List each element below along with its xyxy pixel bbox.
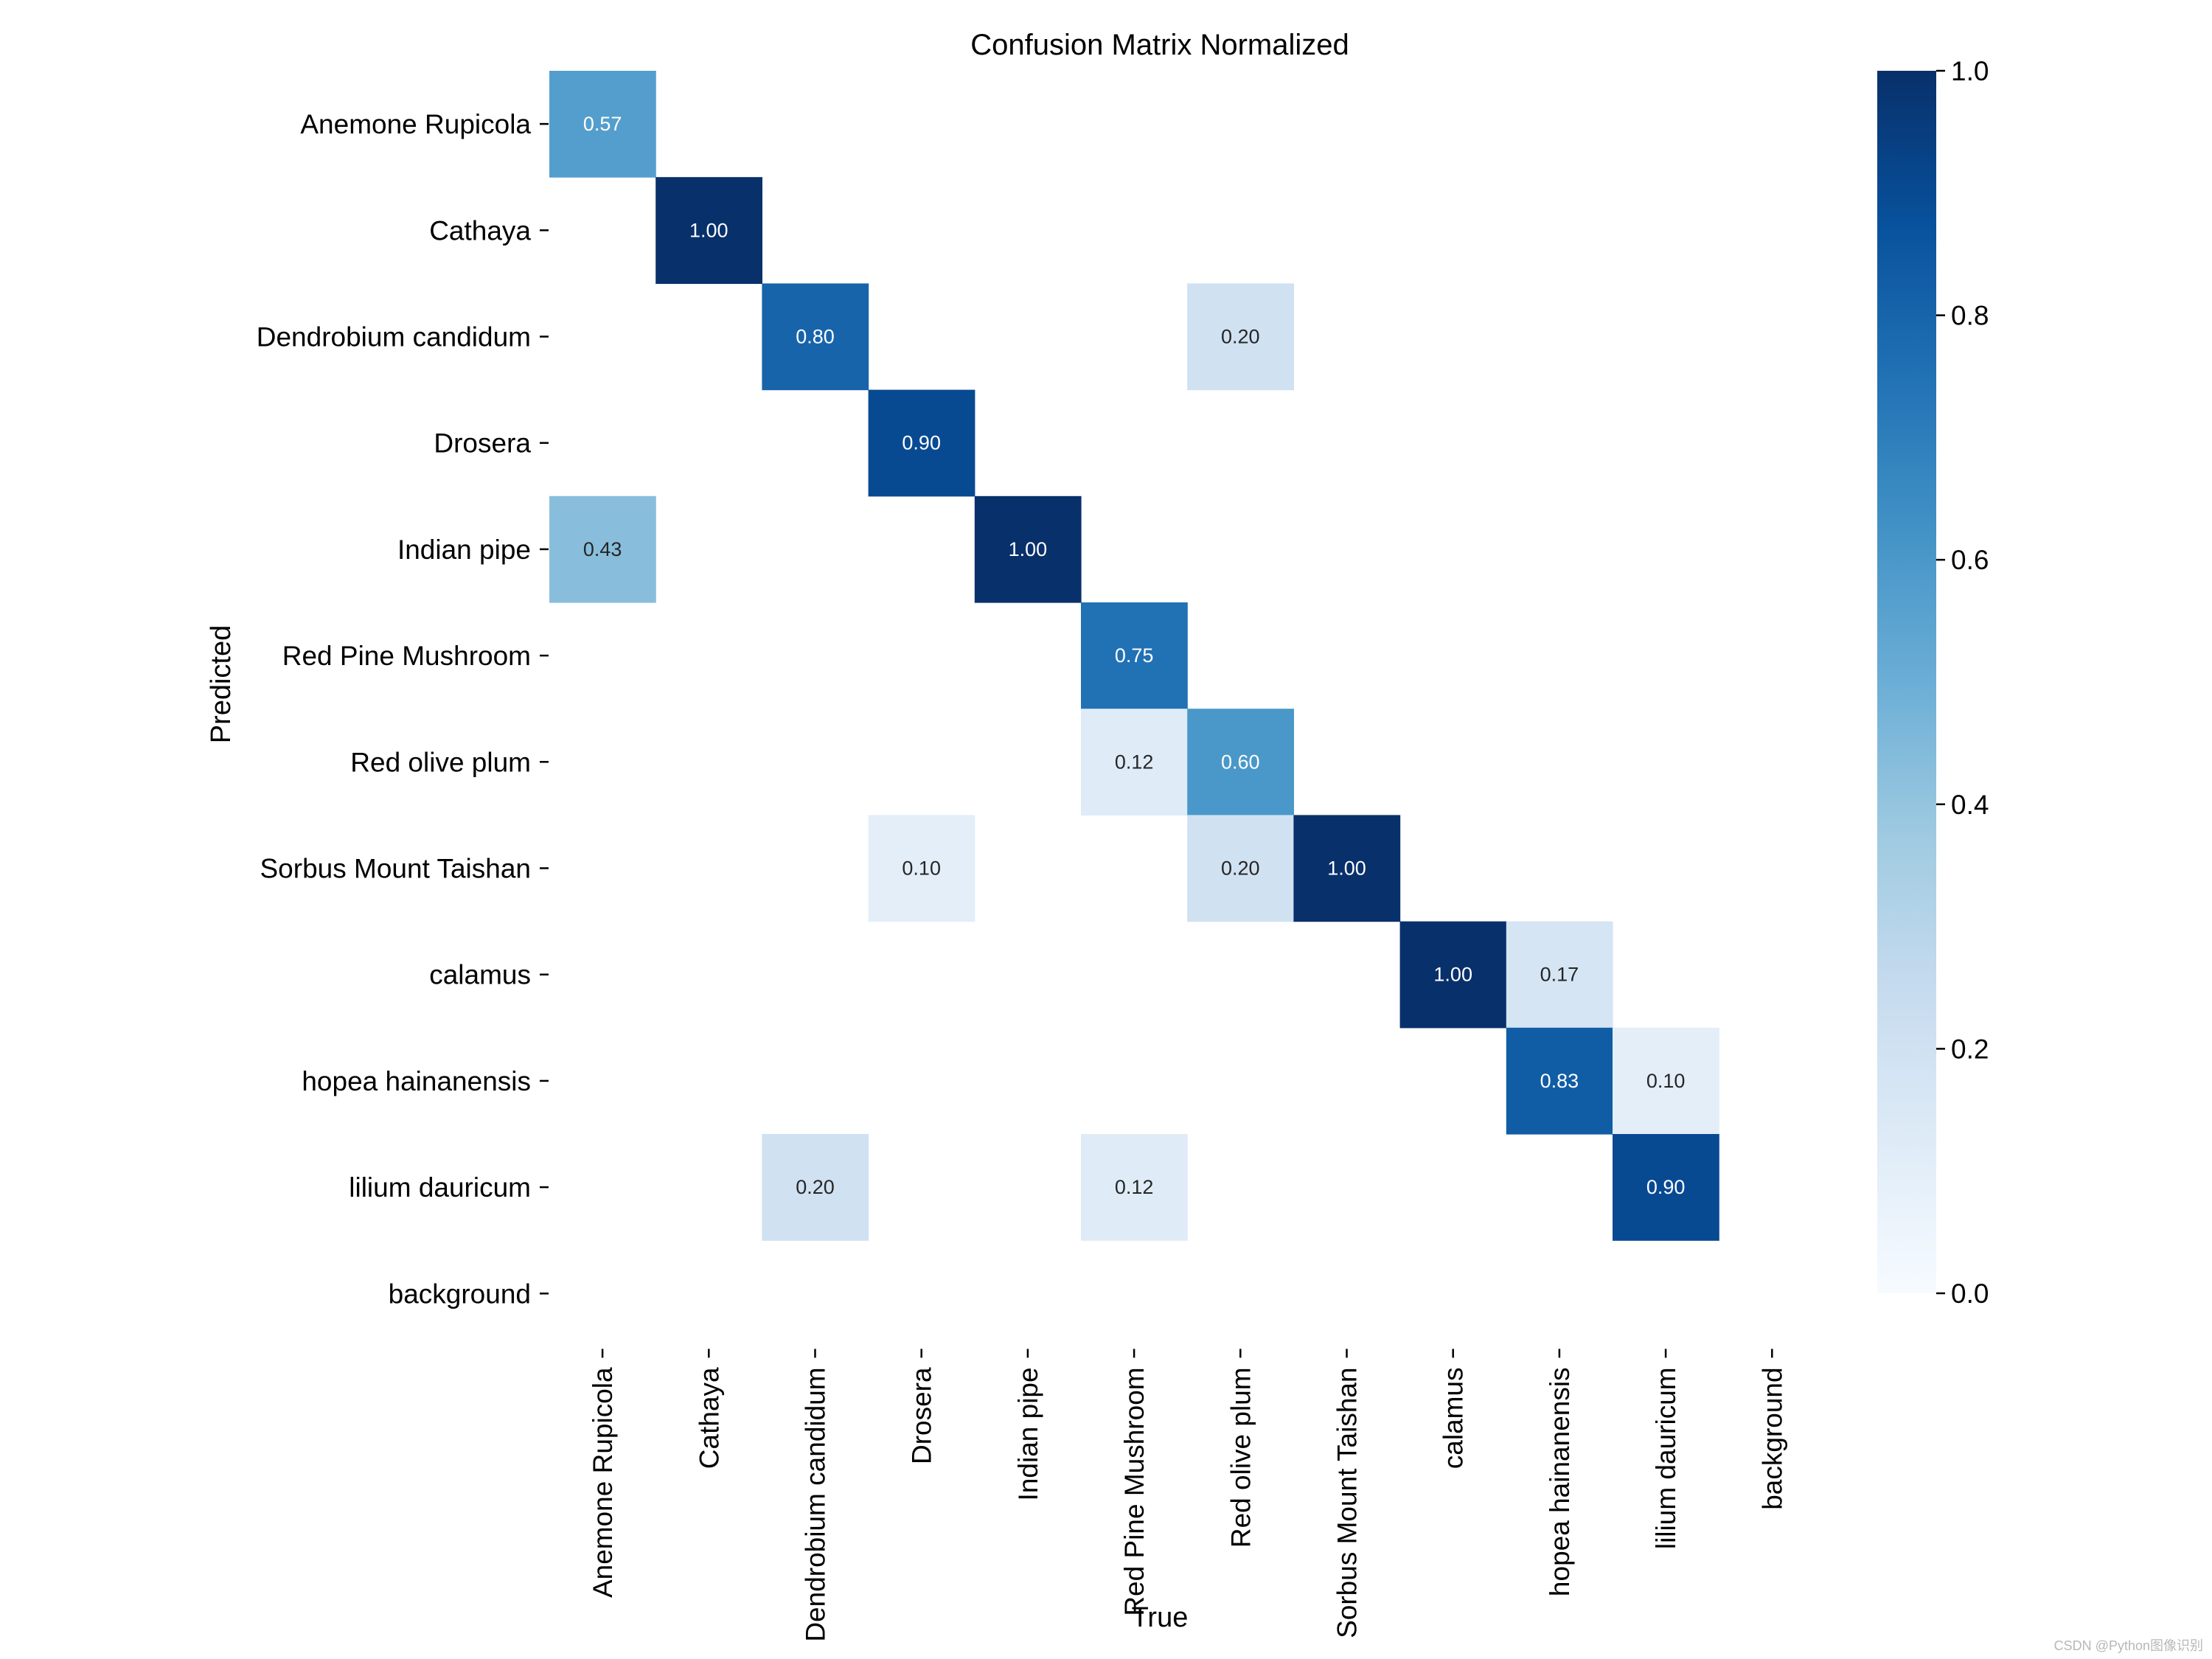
heatmap-cell bbox=[655, 177, 762, 284]
cell-value-label: 0.90 bbox=[1646, 1176, 1686, 1198]
colorbar-tick-label: 0.2 bbox=[1951, 1034, 1989, 1064]
x-tick-cathaya: Cathaya bbox=[694, 1367, 724, 1469]
x-tick-indian-pipe: Indian pipe bbox=[1013, 1367, 1043, 1500]
y-tick-red-olive-plum: Red olive plum bbox=[350, 747, 531, 777]
cell-value-label: 1.00 bbox=[689, 219, 728, 241]
heatmap-cell bbox=[1506, 1027, 1613, 1135]
cell-value-label: 1.00 bbox=[1009, 538, 1048, 560]
cell-value-label: 0.43 bbox=[583, 538, 622, 560]
cell-value-label: 0.57 bbox=[583, 113, 622, 135]
cell-value-label: 0.20 bbox=[1221, 326, 1260, 348]
heatmap-cell bbox=[868, 815, 975, 922]
cell-value-label: 0.90 bbox=[902, 432, 941, 454]
x-tick-sorbus-mount-taishan: Sorbus Mount Taishan bbox=[1332, 1367, 1363, 1638]
chart-title: Confusion Matrix Normalized bbox=[970, 29, 1349, 61]
heatmap-cell bbox=[762, 283, 869, 391]
x-tick-drosera: Drosera bbox=[907, 1367, 937, 1464]
cell-value-label: 1.00 bbox=[1433, 964, 1472, 986]
cell-value-label: 0.20 bbox=[1221, 858, 1260, 880]
y-tick-anemone-rupicola: Anemone Rupicola bbox=[300, 109, 531, 139]
colorbar-ticks: 0.0 0.2 0.4 0.6 0.8 1.0 bbox=[1936, 56, 1989, 1309]
colorbar-tick-label: 0.0 bbox=[1951, 1279, 1989, 1309]
y-tick-background: background bbox=[389, 1279, 531, 1309]
heatmap-cell bbox=[1081, 602, 1188, 709]
x-tick-red-pine-mushroom: Red Pine Mushroom bbox=[1119, 1367, 1150, 1615]
colorbar-tick-label: 1.0 bbox=[1951, 56, 1989, 86]
cell-value-label: 0.12 bbox=[1115, 751, 1154, 773]
heatmap-cell bbox=[1293, 815, 1401, 922]
y-tick-sorbus-mount-taishan: Sorbus Mount Taishan bbox=[260, 854, 532, 884]
x-tick-red-olive-plum: Red olive plum bbox=[1225, 1367, 1256, 1548]
y-tick-lilium-dauricum: lilium dauricum bbox=[349, 1172, 531, 1203]
cell-value-label: 0.20 bbox=[796, 1176, 835, 1198]
heatmap-cell bbox=[868, 389, 975, 497]
cell-value-label: 0.17 bbox=[1540, 964, 1579, 986]
y-tick-cathaya: Cathaya bbox=[429, 215, 531, 246]
cell-value-label: 0.10 bbox=[902, 858, 941, 880]
heatmap-cell bbox=[1187, 709, 1294, 815]
y-tick-indian-pipe: Indian pipe bbox=[397, 535, 531, 565]
heatmap-cell bbox=[1187, 815, 1294, 922]
watermark: CSDN @Python图像识别 bbox=[2053, 1638, 2203, 1653]
heatmap-cell bbox=[974, 495, 1082, 603]
y-tick-drosera: Drosera bbox=[434, 428, 531, 459]
y-tick-dendrobium-candidum: Dendrobium candidum bbox=[257, 322, 531, 352]
x-tick-dendrobium-candidum: Dendrobium candidum bbox=[801, 1367, 831, 1641]
colorbar-tick-label: 0.6 bbox=[1951, 545, 1989, 575]
y-tick-red-pine-mushroom: Red Pine Mushroom bbox=[282, 641, 531, 671]
cell-value-label: 0.12 bbox=[1115, 1176, 1154, 1198]
heatmap-cell bbox=[1399, 921, 1507, 1029]
y-axis-label: Predicted bbox=[206, 625, 237, 744]
x-tick-labels: Anemone Rupicola Cathaya Dendrobium candid… bbox=[588, 1349, 1787, 1642]
heatmap-cell bbox=[762, 1134, 869, 1241]
heatmap-cells: 0.57 1.00 0.80 0.20 0.90 0.43 1.00 0.75 0.12 0.60… bbox=[549, 71, 1719, 1241]
cell-value-label: 0.80 bbox=[796, 326, 835, 348]
heatmap-cell bbox=[1506, 921, 1613, 1029]
heatmap-cell bbox=[1187, 283, 1294, 391]
colorbar-tick-label: 0.4 bbox=[1951, 790, 1989, 820]
cell-value-label: 0.10 bbox=[1646, 1070, 1686, 1092]
heatmap-cell bbox=[1081, 709, 1188, 815]
cell-value-label: 1.00 bbox=[1327, 858, 1366, 880]
heatmap-cell bbox=[549, 71, 656, 178]
heatmap-cell bbox=[1613, 1134, 1719, 1241]
x-tick-lilium-dauricum: lilium dauricum bbox=[1651, 1367, 1681, 1549]
x-tick-calamus: calamus bbox=[1439, 1367, 1469, 1469]
x-tick-background: background bbox=[1757, 1367, 1787, 1509]
x-tick-hopea-hainanensis: hopea hainanensis bbox=[1545, 1367, 1575, 1596]
heatmap-cell bbox=[1081, 1134, 1188, 1241]
x-tick-anemone-rupicola: Anemone Rupicola bbox=[588, 1367, 618, 1598]
heatmap-cell bbox=[549, 495, 656, 603]
cell-value-label: 0.83 bbox=[1540, 1070, 1579, 1092]
x-axis-label: True bbox=[1132, 1602, 1189, 1633]
y-tick-labels: Anemone Rupicola Cathaya Dendrobium candid… bbox=[257, 109, 549, 1309]
heatmap-cell bbox=[1613, 1027, 1719, 1135]
colorbar bbox=[1877, 71, 1936, 1293]
cell-value-label: 0.75 bbox=[1115, 644, 1154, 667]
cell-value-label: 0.60 bbox=[1221, 751, 1260, 773]
y-tick-hopea-hainanensis: hopea hainanensis bbox=[302, 1066, 531, 1096]
y-tick-calamus: calamus bbox=[429, 960, 531, 990]
colorbar-tick-label: 0.8 bbox=[1951, 301, 1989, 331]
